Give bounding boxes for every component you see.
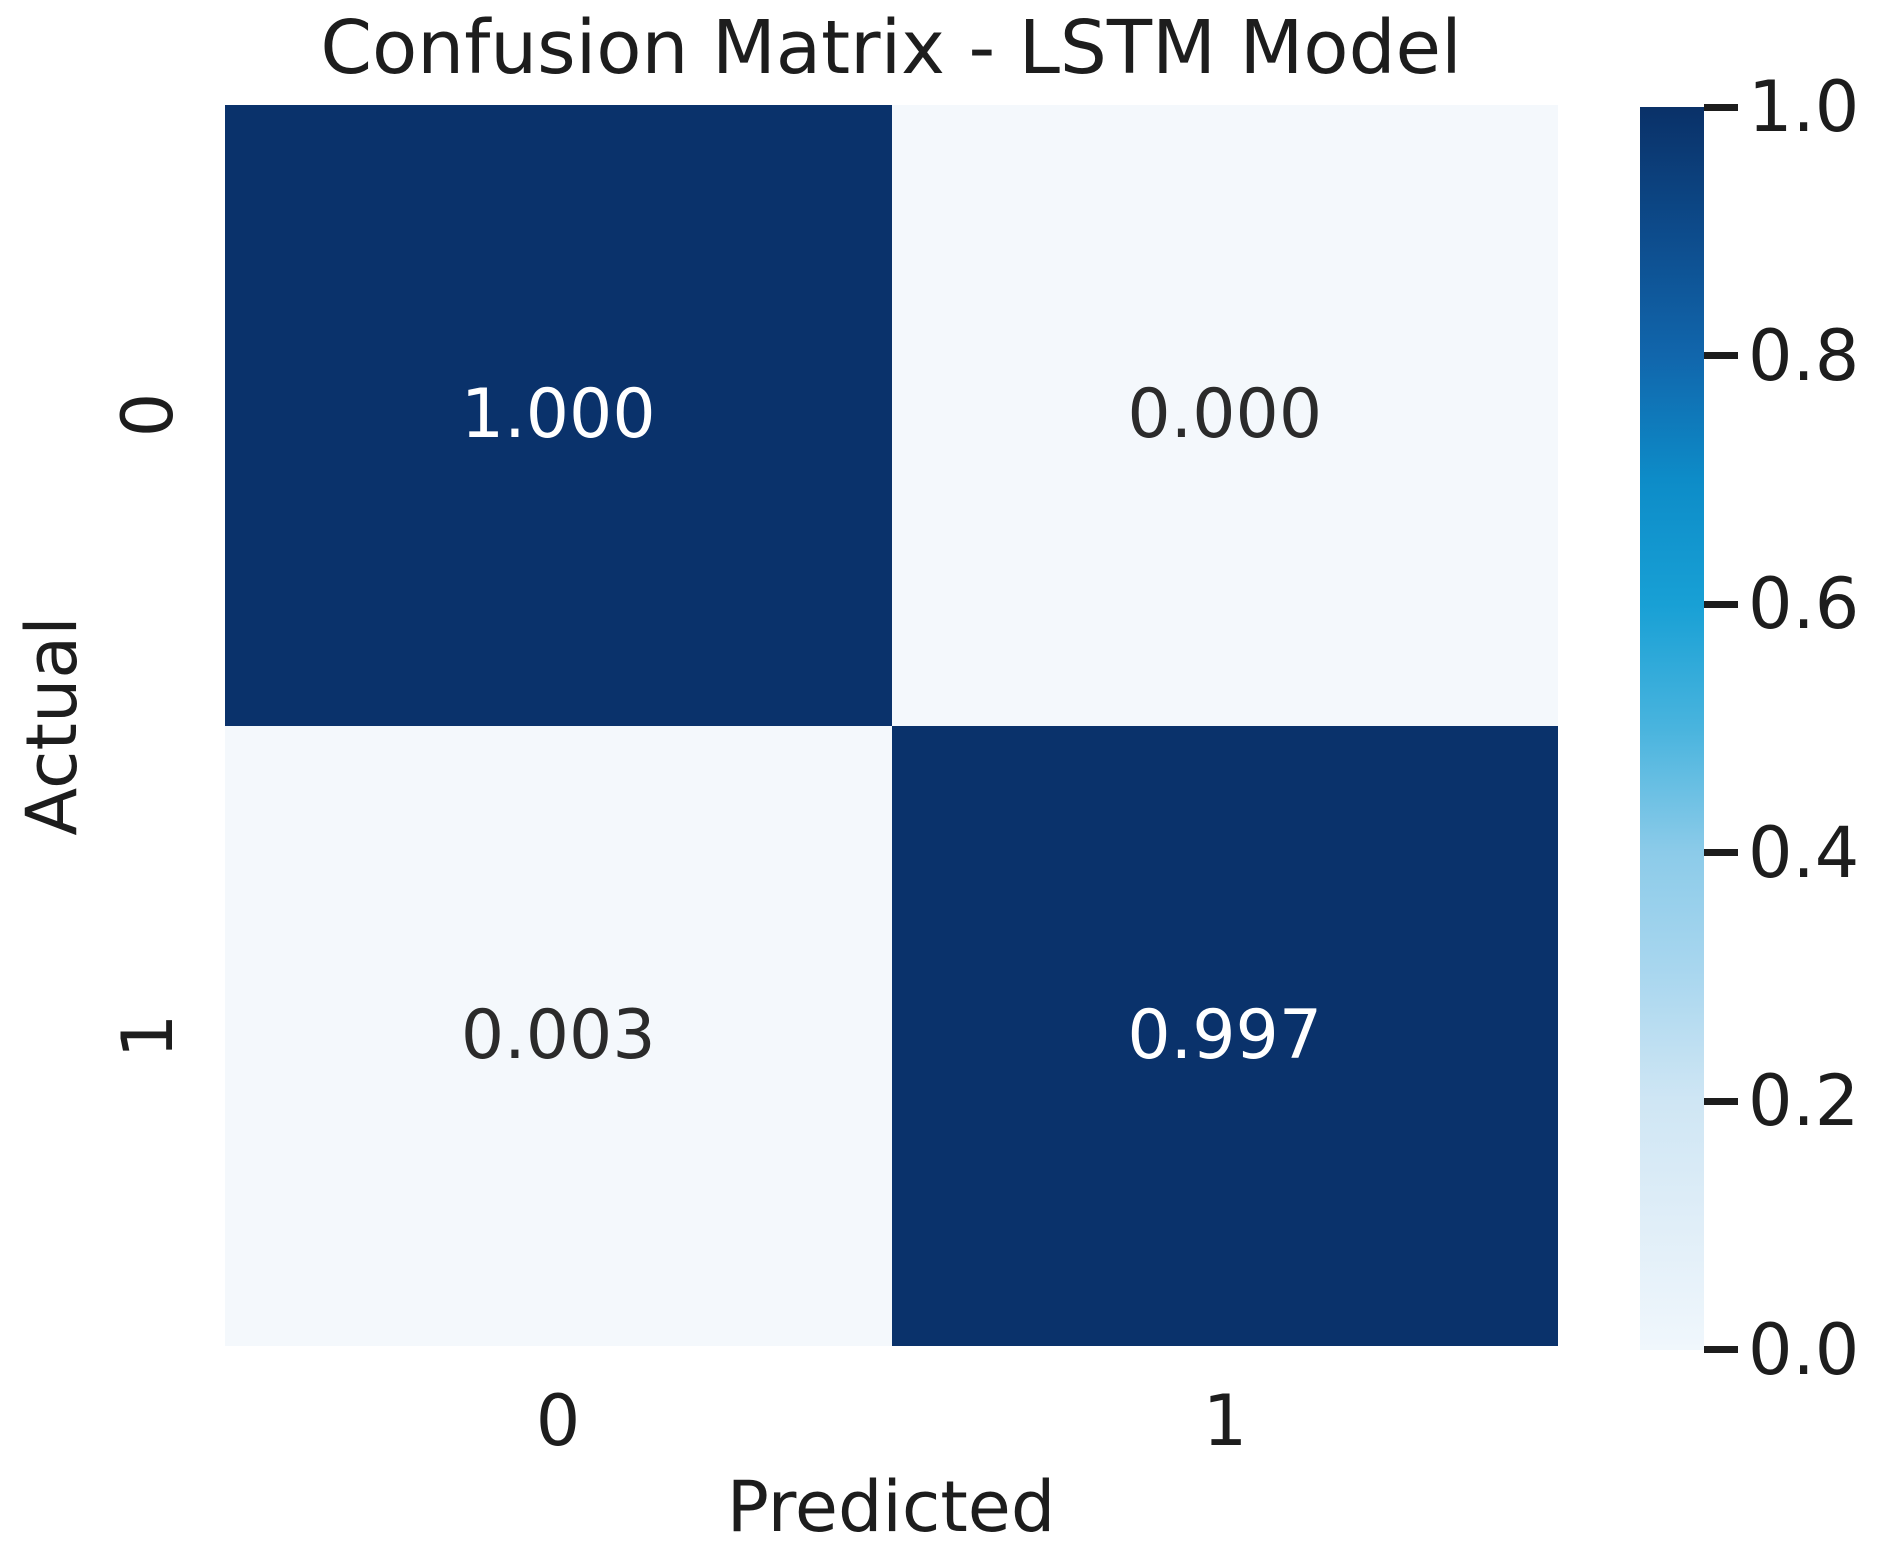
colorbar-tick-mark	[1704, 104, 1738, 111]
x-tick-label-1: 1	[1202, 1380, 1248, 1462]
y-axis-label: Actual	[11, 616, 93, 836]
cell-value: 0.000	[1127, 375, 1323, 455]
colorbar-gradient	[1640, 107, 1704, 1350]
colorbar-tick-label-0.6: 0.6	[1748, 563, 1860, 645]
y-tick-label-1: 1	[107, 1013, 189, 1059]
cell-value: 1.000	[460, 375, 656, 455]
colorbar-tick-label-1.0: 1.0	[1748, 66, 1860, 148]
chart-title: Confusion Matrix - LSTM Model	[320, 5, 1462, 91]
cell-value: 0.997	[1127, 995, 1323, 1075]
y-tick-label-0: 0	[107, 392, 189, 438]
colorbar-tick-label-0.2: 0.2	[1748, 1060, 1860, 1142]
colorbar-tick-mark	[1704, 1346, 1738, 1353]
heatmap-cell-actual1-pred0: 0.003	[225, 725, 892, 1346]
colorbar-tick-mark	[1704, 849, 1738, 856]
heatmap-cell-actual0-pred1: 0.000	[891, 105, 1558, 726]
colorbar-tick-label-0.0: 0.0	[1748, 1309, 1860, 1391]
colorbar-tick-mark	[1704, 1098, 1738, 1105]
x-axis-label: Predicted	[726, 1466, 1056, 1548]
x-tick-label-0: 0	[535, 1380, 581, 1462]
colorbar-tick-label-0.4: 0.4	[1748, 812, 1860, 894]
colorbar-tick-mark	[1704, 352, 1738, 359]
colorbar-tick-label-0.8: 0.8	[1748, 315, 1860, 397]
cell-value: 0.003	[460, 995, 656, 1075]
heatmap-grid: 1.000 0.000 0.003 0.997	[225, 105, 1558, 1346]
heatmap-cell-actual0-pred0: 1.000	[225, 105, 892, 726]
colorbar-tick-mark	[1704, 601, 1738, 608]
heatmap-cell-actual1-pred1: 0.997	[891, 725, 1558, 1346]
